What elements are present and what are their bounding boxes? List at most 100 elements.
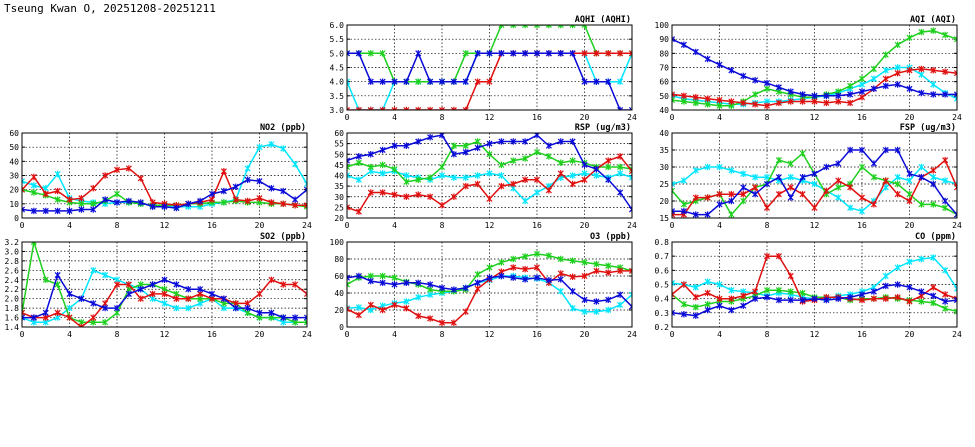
data-point: [953, 211, 957, 218]
series-blue: [347, 50, 632, 110]
series-blue: [22, 176, 307, 215]
data-point: [102, 271, 109, 279]
data-point: [427, 106, 434, 110]
data-point: [197, 286, 204, 293]
data-point: [486, 264, 493, 271]
data-point: [403, 279, 410, 286]
data-point: [617, 189, 624, 196]
y-tick-label: 70: [659, 64, 669, 73]
data-point: [628, 291, 632, 298]
y-tick-label: 5.0: [330, 49, 345, 58]
data-point: [728, 295, 735, 302]
data-point: [942, 197, 949, 205]
chart-title: AQI (AQI): [910, 15, 956, 25]
y-tick-label: 0: [339, 323, 344, 332]
data-point: [752, 191, 759, 198]
data-point: [835, 184, 842, 191]
data-point: [486, 274, 493, 281]
data-point: [438, 319, 446, 326]
data-point: [799, 174, 806, 181]
data-point: [54, 187, 61, 195]
data-point: [882, 177, 889, 184]
data-point: [775, 296, 782, 304]
data-point: [894, 264, 901, 271]
x-tick-label: 20: [255, 221, 265, 230]
data-point: [355, 50, 362, 57]
data-point: [347, 78, 351, 85]
chart-so2: SO2 (ppb) 1.41.61.82.02.22.42.62.83.03.2 0…: [5, 232, 312, 339]
y-tick-label: 100: [330, 238, 345, 247]
data-point: [462, 142, 469, 149]
data-point: [256, 194, 263, 202]
data-point: [379, 78, 386, 85]
series-red: [672, 65, 957, 109]
x-tick-label: 12: [160, 221, 170, 230]
data-point: [930, 299, 937, 307]
data-point: [716, 201, 723, 208]
data-point: [208, 196, 216, 203]
data-point: [125, 281, 132, 288]
x-tick-label: 24: [627, 113, 637, 122]
data-point: [137, 199, 144, 206]
data-point: [403, 178, 410, 186]
data-point: [581, 25, 588, 29]
data-point: [510, 138, 517, 145]
data-point: [268, 276, 275, 283]
data-point: [533, 274, 541, 281]
data-point: [474, 172, 481, 179]
data-point: [522, 266, 529, 273]
data-point: [763, 102, 771, 109]
data-point: [173, 304, 180, 312]
data-point: [545, 153, 552, 160]
data-point: [752, 91, 759, 98]
x-tick-label: 20: [580, 113, 590, 122]
data-point: [90, 267, 97, 274]
data-point: [799, 91, 806, 98]
data-point: [367, 106, 374, 110]
y-tick-label: 30: [659, 163, 669, 172]
data-point: [593, 50, 600, 57]
x-tick-label: 20: [905, 221, 915, 230]
data-point: [894, 191, 901, 198]
data-point: [438, 284, 446, 292]
data-point: [704, 278, 711, 285]
data-point: [617, 291, 624, 298]
data-point: [835, 295, 842, 302]
data-point: [906, 34, 913, 41]
data-point: [672, 35, 676, 43]
y-tick-label: 20: [659, 197, 669, 206]
data-point: [787, 194, 794, 201]
data-point: [66, 304, 73, 312]
data-point: [870, 174, 877, 181]
data-point: [728, 98, 735, 105]
data-point: [268, 141, 275, 148]
data-point: [30, 242, 37, 246]
data-point: [763, 180, 771, 188]
data-point: [232, 304, 239, 312]
data-point: [716, 302, 723, 309]
x-tick-label: 4: [392, 113, 397, 122]
data-point: [161, 203, 168, 210]
data-point: [220, 295, 227, 302]
series-blue: [672, 35, 957, 100]
data-point: [220, 168, 227, 175]
chart-aqhi: AQHI (AQHI) 3.0 3.5 4.0 4.5 5.0 5.5 6.0 0 4 8 12 16 2…: [330, 15, 637, 122]
data-point: [593, 172, 600, 179]
x-tick-label: 4: [392, 330, 397, 339]
data-point: [942, 298, 949, 305]
data-point: [391, 165, 398, 173]
data-point: [728, 211, 735, 218]
data-point: [137, 295, 144, 302]
data-point: [799, 191, 806, 198]
data-point: [557, 159, 564, 166]
x-tick-label: 12: [485, 221, 495, 230]
data-point: [672, 96, 676, 104]
page-title: Tseung Kwan O, 20251208-20251211: [4, 2, 216, 15]
data-point: [391, 274, 398, 281]
data-point: [486, 195, 493, 203]
data-point: [918, 163, 925, 171]
data-point: [427, 134, 434, 141]
data-point: [617, 170, 624, 177]
y-tick-label: 20: [334, 214, 344, 223]
data-point: [367, 301, 374, 309]
